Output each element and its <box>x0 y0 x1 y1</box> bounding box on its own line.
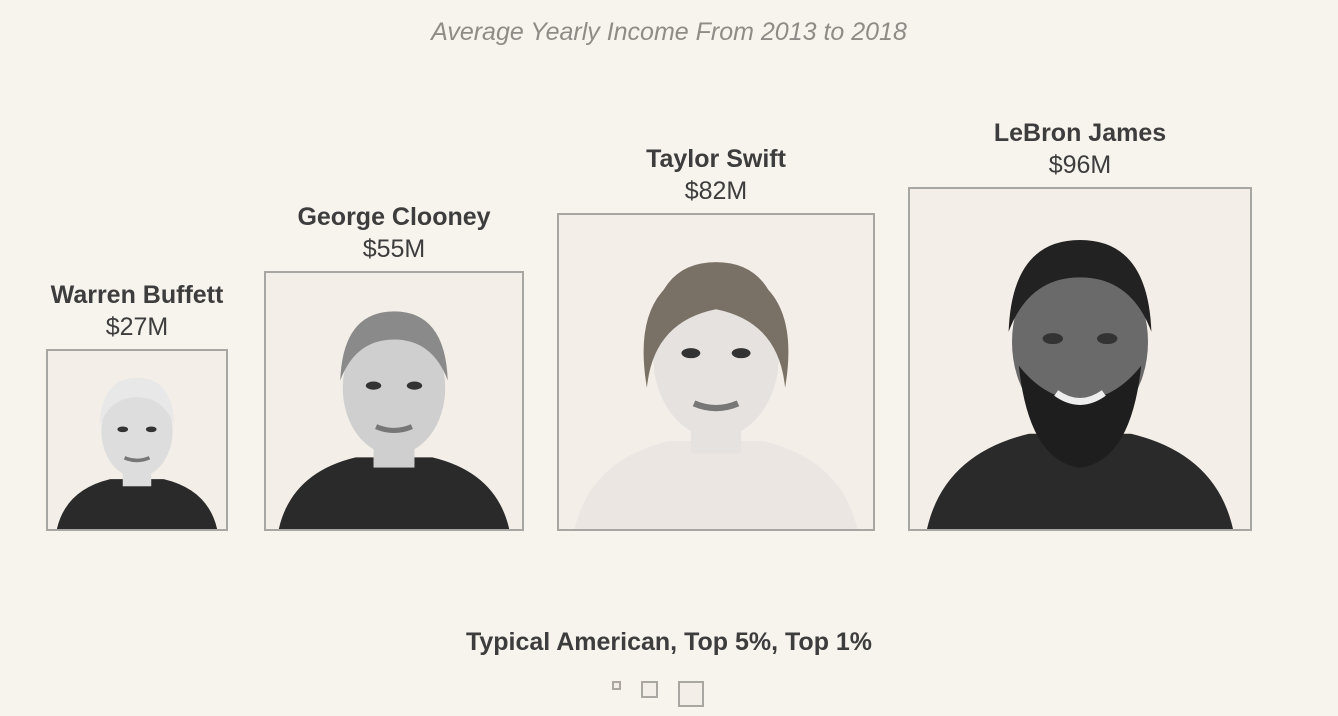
person-0: Warren Buffett $27M <box>0 279 337 531</box>
person-3: LeBron James $96M <box>880 117 1280 531</box>
person-income: $27M <box>105 313 169 341</box>
portrait-box <box>908 187 1252 531</box>
person-name: LeBron James <box>993 119 1167 147</box>
portrait-image <box>56 377 218 529</box>
person-name: Taylor Swift <box>646 145 786 173</box>
portrait-image <box>574 262 858 529</box>
person-income: $55M <box>362 235 426 263</box>
person-income: $96M <box>1048 151 1112 179</box>
portrait-box <box>557 213 875 531</box>
legend-square-top-1 <box>678 681 704 707</box>
person-name: Warren Buffett <box>50 281 224 309</box>
legend-title: Typical American, Top 5%, Top 1% <box>465 628 873 656</box>
chart-title: Average Yearly Income From 2013 to 2018 <box>431 18 907 46</box>
legend-square-typical-american <box>612 681 621 690</box>
portrait-box <box>264 271 524 531</box>
person-1: George Clooney $55M <box>194 201 594 531</box>
portrait-image <box>278 311 510 529</box>
person-name: George Clooney <box>297 203 491 231</box>
person-2: Taylor Swift $82M <box>516 143 916 531</box>
portrait-box <box>46 349 228 531</box>
legend-square-top-5 <box>641 681 658 698</box>
person-income: $82M <box>684 177 748 205</box>
portrait-image <box>927 240 1233 529</box>
